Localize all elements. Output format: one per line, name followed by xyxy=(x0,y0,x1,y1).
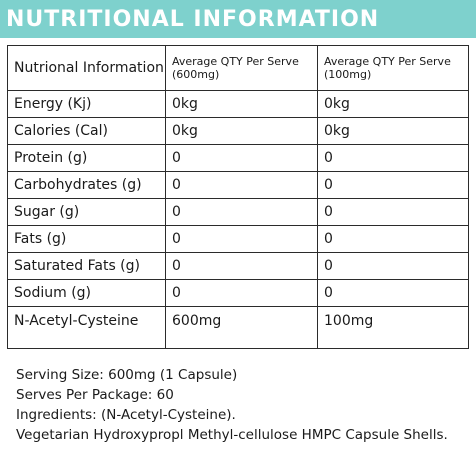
nutrient-name: Carbohydrates (g) xyxy=(7,171,166,199)
value-per-600mg: 0 xyxy=(165,144,318,172)
nutrient-name: Calories (Cal) xyxy=(7,117,166,145)
nutrient-name: Fats (g) xyxy=(7,225,166,253)
value-per-600mg: 0 xyxy=(165,198,318,226)
value-per-600mg: 0kg xyxy=(165,117,318,145)
value-per-100mg: 0 xyxy=(317,198,469,226)
table-row: N-Acetyl-Cysteine 600mg 100mg xyxy=(7,306,469,349)
nutrient-name: Protein (g) xyxy=(7,144,166,172)
nutrient-name: Sodium (g) xyxy=(7,279,166,307)
product-notes: Serving Size: 600mg (1 Capsule) Serves P… xyxy=(16,365,472,445)
table-row: Sodium (g) 0 0 xyxy=(7,279,469,307)
nutrition-table: Nutrional Information Average QTY Per Se… xyxy=(7,45,469,349)
value-per-600mg: 0 xyxy=(165,252,318,280)
capsule-shell-text: Vegetarian Hydroxypropl Methyl-cellulose… xyxy=(16,427,448,443)
value-per-600mg: 600mg xyxy=(165,306,318,349)
table-row: Carbohydrates (g) 0 0 xyxy=(7,171,469,199)
value-per-100mg: 0kg xyxy=(317,90,469,118)
nutrient-name: Energy (Kj) xyxy=(7,90,166,118)
serving-size-text: Serving Size: 600mg (1 Capsule) xyxy=(16,367,238,383)
column-header-nutrient: Nutrional Information xyxy=(7,45,166,91)
value-per-600mg: 0kg xyxy=(165,90,318,118)
nutrient-name: Sugar (g) xyxy=(7,198,166,226)
page-title: NUTRITIONAL INFORMATION xyxy=(6,6,380,32)
value-per-600mg: 0 xyxy=(165,279,318,307)
table-row: Energy (Kj) 0kg 0kg xyxy=(7,90,469,118)
nutrient-name: Saturated Fats (g) xyxy=(7,252,166,280)
value-per-100mg: 100mg xyxy=(317,306,469,349)
table-row: Protein (g) 0 0 xyxy=(7,144,469,172)
serves-per-package-text: Serves Per Package: 60 xyxy=(16,387,174,403)
header-banner: NUTRITIONAL INFORMATION xyxy=(0,0,476,38)
column-header-per-600mg: Average QTY Per Serve (600mg) xyxy=(165,45,318,91)
ingredients-text: Ingredients: (N-Acetyl-Cysteine). xyxy=(16,407,236,423)
column-header-per-100mg: Average QTY Per Serve (100mg) xyxy=(317,45,469,91)
table-row: Saturated Fats (g) 0 0 xyxy=(7,252,469,280)
value-per-100mg: 0 xyxy=(317,252,469,280)
nutrient-name: N-Acetyl-Cysteine xyxy=(7,306,166,349)
value-per-100mg: 0 xyxy=(317,144,469,172)
value-per-600mg: 0 xyxy=(165,225,318,253)
value-per-100mg: 0kg xyxy=(317,117,469,145)
value-per-100mg: 0 xyxy=(317,279,469,307)
table-row: Calories (Cal) 0kg 0kg xyxy=(7,117,469,145)
table-row: Sugar (g) 0 0 xyxy=(7,198,469,226)
value-per-100mg: 0 xyxy=(317,225,469,253)
table-row: Fats (g) 0 0 xyxy=(7,225,469,253)
table-header-row: Nutrional Information Average QTY Per Se… xyxy=(7,45,469,91)
value-per-100mg: 0 xyxy=(317,171,469,199)
value-per-600mg: 0 xyxy=(165,171,318,199)
